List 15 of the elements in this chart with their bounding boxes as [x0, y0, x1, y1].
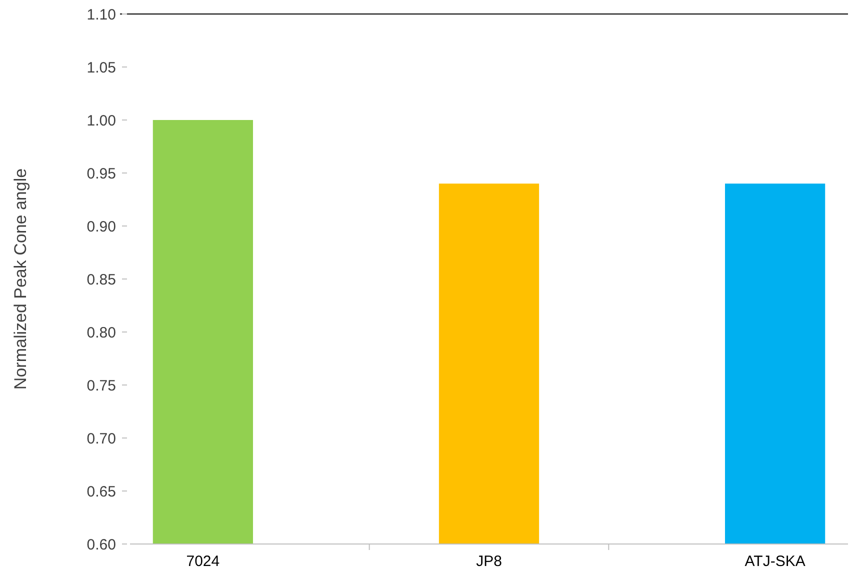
y-tick-label: 0.80 — [86, 324, 116, 342]
x-tick-label: 7024 — [186, 553, 220, 570]
y-tick-label: 0.75 — [86, 377, 116, 394]
y-axis-title: Normalized Peak Cone angle — [11, 168, 30, 390]
y-tick-label: 0.70 — [86, 430, 116, 448]
y-tick-label: 0.65 — [86, 483, 116, 500]
y-tick-label: 1.10 — [86, 6, 116, 24]
x-tick-label: ATJ-SKA — [744, 553, 806, 570]
y-tick-label: 0.95 — [86, 165, 116, 182]
y-tick-label: 1.05 — [86, 59, 116, 76]
y-tick-label: 1.00 — [86, 112, 116, 130]
y-tick-label: 0.85 — [86, 271, 116, 288]
x-tick-label: JP8 — [476, 553, 502, 570]
y-tick-label: 0.60 — [86, 536, 116, 554]
y-tick-label: 0.90 — [86, 218, 116, 236]
